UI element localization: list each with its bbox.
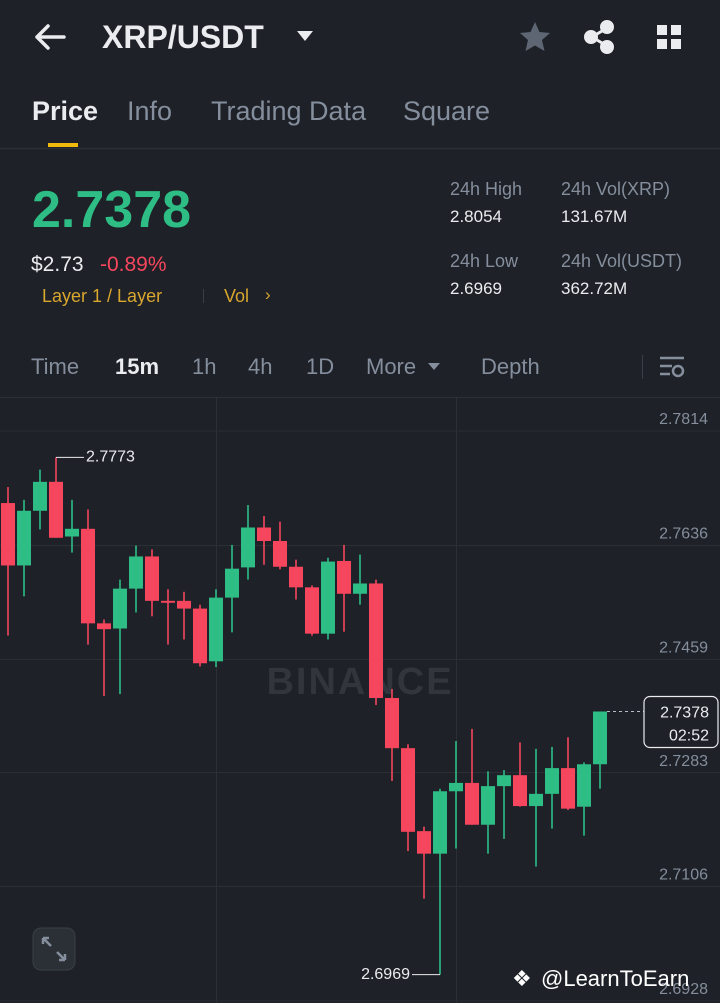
candle-body — [529, 793, 543, 807]
credit: @LearnToEarn — [541, 966, 690, 991]
candle-body — [225, 568, 239, 598]
candle-body — [49, 481, 63, 538]
candle-body — [337, 560, 351, 594]
candle-body — [161, 600, 175, 603]
interval-tab[interactable]: 4h — [248, 354, 273, 379]
tab[interactable]: Price — [32, 96, 99, 126]
last-price-label: 2.7378 — [660, 705, 709, 722]
tab[interactable]: Square — [403, 96, 491, 126]
high-marker-label: 2.7773 — [86, 449, 135, 466]
tab[interactable]: Info — [127, 96, 173, 126]
category-tag[interactable]: Layer 1 / Layer — [42, 286, 163, 306]
candle-body — [449, 782, 463, 792]
y-tick-label: 2.7636 — [659, 526, 708, 543]
separator — [203, 289, 204, 303]
interval-tab[interactable]: 1D — [306, 354, 335, 379]
candle-body — [305, 587, 319, 634]
candle-body — [257, 527, 271, 542]
pair-title: XRP/USDT — [102, 19, 264, 55]
menu-icon[interactable] — [657, 25, 681, 49]
y-tick-label: 2.7459 — [659, 640, 708, 657]
interval-tab[interactable]: More — [366, 354, 417, 379]
stat-value: 2.8054 — [450, 207, 502, 226]
interval-tab[interactable]: 15m — [115, 354, 160, 379]
tab[interactable]: Trading Data — [211, 96, 367, 126]
candle-body — [17, 510, 31, 566]
stat-value: 362.72M — [561, 279, 628, 298]
candle-body — [65, 528, 79, 537]
candle-body — [177, 600, 191, 609]
candle-body — [353, 583, 367, 594]
stat-label: 24h Low — [450, 251, 519, 271]
y-tick-label: 2.7814 — [659, 411, 708, 428]
candle-body — [497, 775, 511, 787]
candle-body — [33, 481, 47, 511]
y-tick-label: 2.6928 — [659, 981, 708, 998]
interval-tab[interactable]: 1h — [192, 354, 217, 379]
stat-value: 2.6969 — [450, 279, 502, 298]
candle-body — [289, 566, 303, 588]
y-tick-label: 2.7106 — [659, 867, 708, 884]
candle-body — [481, 786, 495, 825]
vol-tag[interactable]: Vol — [224, 286, 250, 306]
candle-body — [369, 583, 383, 698]
last-price-box — [643, 695, 719, 749]
last-price: 2.7378 — [32, 181, 192, 239]
interval-tab[interactable]: Depth — [481, 354, 540, 379]
plot: BINANCE 2.7814 2.7636 2.7459 2.7283 2.7106 2.6… — [0, 411, 720, 1002]
chevron: › — [265, 285, 271, 304]
candle-body — [433, 791, 447, 854]
stat-value: 131.67M — [561, 207, 628, 226]
candle-body — [577, 764, 591, 807]
candle-body — [97, 623, 111, 630]
low-marker-label: 2.6969 — [361, 966, 410, 983]
candle-body — [465, 782, 479, 825]
interval-tab[interactable]: Time — [31, 354, 80, 379]
more-dropdown[interactable] — [428, 363, 440, 370]
stat-label: 24h High — [450, 179, 523, 199]
candle-body — [417, 831, 431, 854]
candle-body — [385, 697, 399, 749]
candle-body — [241, 527, 255, 568]
favorite-icon[interactable] — [520, 22, 550, 51]
candle-body — [561, 768, 575, 809]
candle-body — [193, 608, 207, 664]
stat-label: 24h Vol(USDT) — [561, 251, 683, 271]
fullscreen-button[interactable] — [32, 927, 76, 971]
candle-body — [113, 588, 127, 629]
usd-price: $2.73 — [31, 253, 84, 276]
candle-body — [129, 556, 143, 589]
countdown: 02:52 — [669, 728, 709, 745]
back-button[interactable] — [35, 24, 66, 50]
candle-body — [145, 556, 159, 601]
candle-body — [401, 748, 415, 832]
chart-settings-icon[interactable] — [660, 356, 685, 378]
candle-body — [273, 541, 287, 567]
watermark: BINANCE — [266, 661, 453, 703]
stat-label: 24h Vol(XRP) — [561, 179, 671, 199]
y-tick-label: 2.7283 — [659, 753, 708, 770]
pair-dropdown[interactable] — [297, 31, 313, 41]
price-change: -0.89% — [100, 253, 167, 276]
candle-body — [593, 711, 607, 765]
credit-icon: ❖ — [512, 966, 532, 991]
candle-body — [545, 768, 559, 794]
share-icon[interactable] — [584, 20, 614, 54]
candle-body — [1, 503, 15, 566]
candle-body — [209, 597, 223, 662]
active-tab-indicator — [48, 143, 78, 147]
candle-body — [513, 775, 527, 807]
candle-body — [81, 528, 95, 624]
candle-body — [321, 561, 335, 634]
